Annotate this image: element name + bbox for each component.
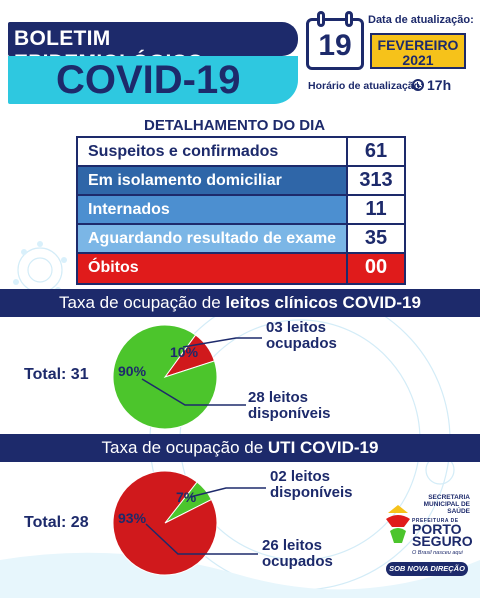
row-label: Internados [78,196,348,223]
row-value: 61 [348,138,404,165]
row-value: 313 [348,167,404,194]
covid-title: COVID-19 [56,58,241,102]
uti-occupied-label: 26 leitos ocupados [262,537,333,570]
porto-seguro-logo-icon [386,505,410,543]
logo-tagline: O Brasil nasceu aqui [412,550,463,556]
table-row: Óbitos 00 [78,254,404,283]
calendar-ring-icon [345,11,353,27]
calendar-ring-icon [317,11,325,27]
table-row: Internados 11 [78,196,404,225]
table-row: Aguardando resultado de exame 35 [78,225,404,254]
uti-title-prefix: Taxa de ocupação de [101,438,268,457]
row-label: Em isolamento domiciliar [78,167,348,194]
row-label: Óbitos [78,254,348,283]
covid-title-bar: COVID-19 [8,56,298,104]
slogan-badge: SOB NOVA DIREÇÃO [386,562,468,576]
uti-section-title: Taxa de ocupação de UTI COVID-19 [0,434,480,462]
clinical-occupied-label: 03 leitos ocupados [266,319,337,352]
date-label: Data de atualização: [368,14,474,26]
time-value: 17h [427,77,452,93]
calendar-icon: 19 [306,11,364,70]
secretaria-label: SECRETARIA MUNICIPAL DE SAÚDE [423,494,470,515]
month: FEVEREIRO [377,37,459,53]
uti-pie-chart: 7% 93% [112,470,218,576]
details-title: DETALHAMENTO DO DIA [144,117,326,134]
row-value: 35 [348,225,404,252]
table-row: Suspeitos e confirmados 61 [78,138,404,167]
year: 2021 [402,52,434,68]
clinical-section-title: Taxa de ocupação de leitos clínicos COVI… [0,289,480,317]
uti-available-label: 02 leitos disponíveis [270,468,353,501]
logo-seguro: SEGURO [412,533,473,549]
row-label: Aguardando resultado de exame [78,225,348,252]
logo-porto: PORTO [412,521,462,537]
clinical-title-bold: leitos clínicos COVID-19 [225,293,421,312]
uti-title-bold: UTI COVID-19 [267,438,379,457]
row-value: 11 [348,196,404,223]
month-badge: FEVEREIRO 2021 [370,33,466,69]
prefeitura-label: PREFEITURA DE [412,518,459,524]
time-label: Horário de atualização: [308,80,424,92]
bulletin-title-bar: BOLETIM EPIDEMIOLÓGICO [8,22,298,74]
clinical-pie-chart: 10% 90% [112,324,218,430]
clinical-title-prefix: Taxa de ocupação de [59,293,226,312]
details-table: Suspeitos e confirmados 61 Em isolamento… [76,136,406,285]
pie-label-disponíveis: 7% [176,489,197,505]
clock-icon [412,79,424,91]
row-value: 00 [348,254,404,283]
clinical-total: Total: 31 [24,366,89,383]
uti-total: Total: 28 [24,514,89,531]
row-label: Suspeitos e confirmados [78,138,348,165]
table-row: Em isolamento domiciliar 313 [78,167,404,196]
pie-label-ocupados: 10% [170,344,199,360]
calendar-day: 19 [318,29,352,62]
pie-label-ocupados: 93% [118,510,147,526]
pie-label-disponíveis: 90% [118,363,147,379]
clinical-available-label: 28 leitos disponíveis [248,389,331,422]
